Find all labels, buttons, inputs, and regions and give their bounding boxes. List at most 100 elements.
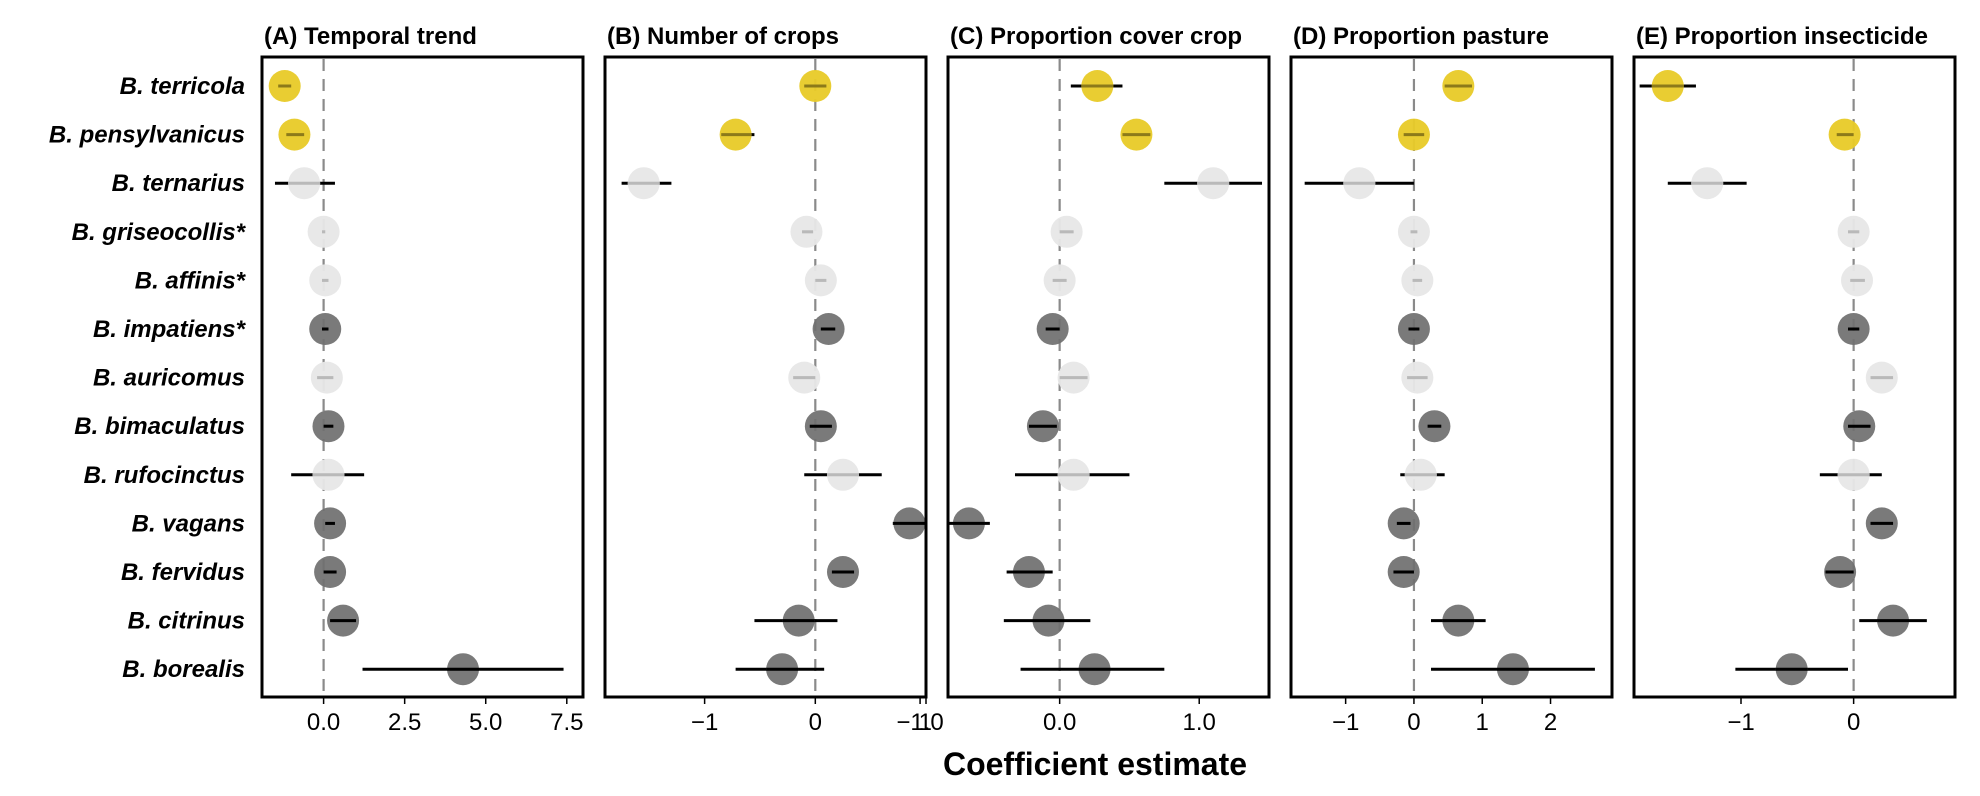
estimate-row bbox=[804, 458, 882, 491]
estimate-row bbox=[1735, 653, 1848, 686]
estimate-row bbox=[1865, 361, 1898, 394]
panel-group: (A) Temporal trend 0.0 2.5 5.0 7.5 (B) Number… bbox=[260, 23, 1957, 736]
panel-frame bbox=[1632, 55, 1957, 699]
panel-title: (E) Proportion insecticide bbox=[1636, 23, 1928, 50]
estimate-row bbox=[1070, 70, 1123, 102]
estimate-row bbox=[1397, 313, 1430, 345]
x-tick-label: −1 bbox=[691, 709, 718, 736]
estimate-row bbox=[804, 410, 837, 443]
x-tick-label: 0 bbox=[809, 709, 822, 736]
estimate-row bbox=[1442, 70, 1475, 102]
species-label: B. terricola bbox=[120, 73, 245, 100]
estimate-row bbox=[719, 118, 755, 151]
estimate-row bbox=[1418, 410, 1451, 443]
estimate-row bbox=[804, 264, 837, 297]
panel-frame bbox=[946, 55, 1271, 699]
species-label: B. bimaculatus bbox=[74, 413, 245, 440]
x-tick-label: 0.0 bbox=[307, 709, 340, 736]
estimate-row bbox=[1003, 604, 1091, 637]
x-tick-label: 7.5 bbox=[550, 709, 583, 736]
panel-title: (A) Temporal trend bbox=[264, 23, 477, 50]
estimate-row bbox=[1837, 313, 1870, 345]
estimate-row bbox=[1400, 458, 1445, 491]
estimate-row bbox=[327, 604, 360, 637]
x-tick-label: 1 bbox=[1476, 709, 1489, 736]
x-tick-label: 1 bbox=[919, 709, 932, 736]
estimate-row bbox=[1667, 167, 1747, 200]
x-tick-label: 2.5 bbox=[388, 709, 421, 736]
panel-frame bbox=[260, 55, 585, 699]
estimate-row bbox=[1006, 556, 1053, 588]
estimate-row bbox=[948, 507, 990, 540]
estimate-row bbox=[314, 556, 347, 588]
panel-e: (E) Proportion insecticide −1 0 bbox=[1632, 23, 1957, 736]
species-label: B. ternarius bbox=[112, 170, 245, 197]
species-label: B. vagans bbox=[132, 510, 245, 537]
x-tick-label: 5.0 bbox=[469, 709, 502, 736]
species-label: B. griseocollis* bbox=[72, 219, 247, 246]
estimate-row bbox=[1828, 118, 1861, 151]
estimate-row bbox=[1397, 118, 1430, 151]
x-tick-label: −1 bbox=[1332, 709, 1359, 736]
estimate-row bbox=[1837, 215, 1870, 248]
panel-c: (C) Proportion cover crop −1.0 0.0 1.0 bbox=[896, 23, 1271, 736]
estimate-row bbox=[1431, 653, 1595, 686]
species-label: B. impatiens* bbox=[93, 316, 247, 343]
x-tick-label: 2 bbox=[1544, 709, 1557, 736]
estimate-row bbox=[314, 507, 347, 540]
estimate-row bbox=[310, 361, 343, 394]
panel-title: (B) Number of crops bbox=[607, 23, 839, 50]
panel-b: (B) Number of crops −1 0 1 bbox=[603, 23, 932, 736]
estimate-row bbox=[1387, 556, 1420, 588]
estimate-row bbox=[307, 215, 340, 248]
estimate-row bbox=[1020, 653, 1165, 686]
estimate-row bbox=[309, 264, 342, 297]
panel-frame bbox=[1289, 55, 1614, 699]
estimate-row bbox=[362, 653, 564, 686]
estimate-row bbox=[291, 458, 365, 491]
estimate-row bbox=[1304, 167, 1414, 200]
estimate-row bbox=[1824, 556, 1857, 588]
species-label: B. fervidus bbox=[121, 559, 245, 586]
species-label: B. borealis bbox=[122, 656, 245, 683]
x-tick-label: 0 bbox=[1407, 709, 1420, 736]
species-label: B. rufocinctus bbox=[84, 462, 245, 489]
estimate-row bbox=[735, 653, 825, 686]
estimate-row bbox=[1397, 215, 1430, 248]
estimate-row bbox=[826, 556, 859, 588]
x-tick-label: 0.0 bbox=[1043, 709, 1076, 736]
estimate-row bbox=[754, 604, 838, 637]
estimate-row bbox=[1036, 313, 1069, 345]
estimate-row bbox=[1014, 458, 1130, 491]
estimate-row bbox=[268, 70, 301, 102]
x-tick-label: 0 bbox=[1847, 709, 1860, 736]
estimate-row bbox=[1057, 361, 1090, 394]
x-axis-title: Coefficient estimate bbox=[943, 746, 1247, 782]
estimate-row bbox=[1431, 604, 1486, 637]
estimate-row bbox=[621, 167, 672, 200]
estimate-row bbox=[1050, 215, 1083, 248]
species-label: B. pensylvanicus bbox=[49, 122, 245, 149]
estimate-row bbox=[1043, 264, 1076, 297]
species-label: B. auricomus bbox=[93, 365, 245, 392]
estimate-row bbox=[1639, 70, 1696, 102]
estimate-row bbox=[812, 313, 845, 345]
species-label: B. citrinus bbox=[128, 608, 245, 635]
estimate-row bbox=[1026, 410, 1059, 443]
estimate-row bbox=[892, 507, 926, 540]
species-label-column: B. terricola B. pensylvanicus B. ternarius… bbox=[49, 73, 247, 683]
x-tick-label: −1.0 bbox=[896, 709, 943, 736]
estimate-row bbox=[1401, 264, 1434, 297]
species-label: B. affinis* bbox=[135, 267, 247, 294]
estimate-row bbox=[1401, 361, 1434, 394]
estimate-row bbox=[1120, 118, 1153, 151]
estimate-row bbox=[1164, 167, 1263, 200]
panel-title: (C) Proportion cover crop bbox=[950, 23, 1242, 50]
estimate-row bbox=[1843, 410, 1876, 443]
x-tick-label: −1 bbox=[1727, 709, 1754, 736]
estimate-row bbox=[1865, 507, 1898, 540]
estimate-row bbox=[1841, 264, 1874, 297]
panel-frame bbox=[603, 55, 928, 699]
panel-title: (D) Proportion pasture bbox=[1293, 23, 1549, 50]
